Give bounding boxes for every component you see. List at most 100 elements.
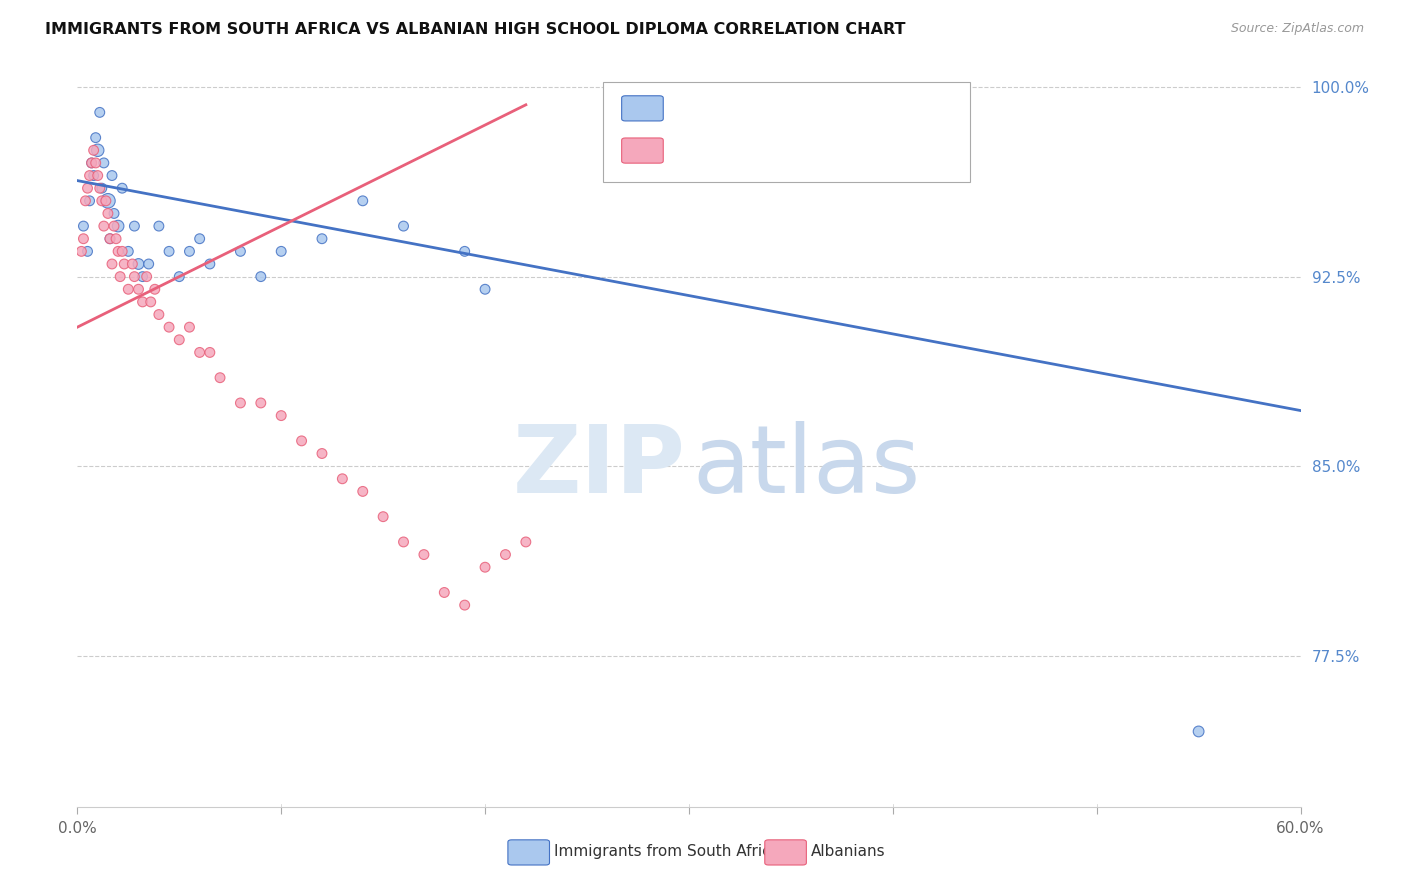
Point (101, 169, 124, 183)
Point (229, 396, 252, 410)
Text: R = -0.284    N = 36: R = -0.284 N = 36 (669, 99, 887, 117)
Point (157, 320, 180, 334)
Point (229, 244, 252, 259)
Point (392, 535, 415, 549)
Point (495, 548, 517, 562)
Point (121, 257, 143, 271)
Point (76, 181, 98, 195)
Point (371, 509, 394, 524)
Point (87, 169, 110, 183)
Point (112, 257, 135, 271)
Point (179, 244, 201, 259)
Point (90, 181, 112, 195)
Point (107, 244, 129, 259)
Point (127, 282, 149, 296)
Point (117, 282, 139, 296)
Point (453, 598, 475, 612)
Point (179, 320, 201, 334)
Point (250, 396, 273, 410)
Text: atlas: atlas (693, 421, 921, 513)
Text: Source: ZipAtlas.com: Source: ZipAtlas.com (1230, 22, 1364, 36)
Point (94, 194, 117, 208)
Point (76, 244, 98, 259)
FancyBboxPatch shape (603, 82, 970, 182)
Point (198, 257, 221, 271)
FancyBboxPatch shape (621, 95, 664, 121)
Point (83, 169, 105, 183)
Point (79, 194, 101, 208)
Point (131, 294, 153, 309)
FancyBboxPatch shape (508, 840, 550, 865)
Point (157, 244, 180, 259)
Point (290, 434, 312, 448)
Point (103, 206, 125, 220)
Point (124, 219, 146, 233)
Point (474, 560, 496, 574)
Point (352, 194, 374, 208)
Point (198, 345, 221, 359)
Point (143, 282, 166, 296)
Point (188, 345, 211, 359)
Point (208, 370, 231, 384)
Point (111, 244, 134, 259)
FancyBboxPatch shape (765, 840, 807, 865)
Text: R =  0.433    N = 52: R = 0.433 N = 52 (669, 141, 887, 159)
Point (111, 181, 134, 195)
Point (148, 308, 170, 322)
Point (70, 244, 93, 259)
Point (79, 169, 101, 183)
Text: IMMIGRANTS FROM SOUTH AFRICA VS ALBANIAN HIGH SCHOOL DIPLOMA CORRELATION CHART: IMMIGRANTS FROM SOUTH AFRICA VS ALBANIAN… (45, 22, 905, 37)
Point (311, 446, 333, 460)
Point (72, 232, 94, 246)
Point (352, 484, 374, 499)
Point (72, 219, 94, 233)
Point (1187, 724, 1209, 739)
Point (98, 232, 121, 246)
Text: Albanians: Albanians (811, 844, 886, 859)
Point (332, 472, 354, 486)
Point (127, 257, 149, 271)
Point (80, 156, 103, 170)
Point (453, 244, 475, 259)
Point (80, 156, 103, 170)
Text: ZIP: ZIP (512, 421, 685, 513)
Point (270, 244, 292, 259)
Point (93, 219, 115, 233)
Text: Immigrants from South Africa: Immigrants from South Africa (554, 844, 780, 859)
Point (413, 548, 436, 562)
Point (107, 219, 129, 233)
Point (84, 130, 107, 145)
Point (83, 143, 105, 157)
Point (270, 409, 292, 423)
Point (138, 257, 160, 271)
Point (131, 269, 153, 284)
Point (474, 282, 496, 296)
Point (108, 269, 131, 284)
Point (124, 269, 146, 284)
Point (311, 232, 333, 246)
Point (135, 269, 157, 284)
Point (75, 194, 97, 208)
Point (139, 294, 162, 309)
FancyBboxPatch shape (621, 138, 664, 163)
Point (433, 585, 456, 599)
Point (89, 181, 111, 195)
Point (148, 219, 170, 233)
Point (169, 269, 191, 284)
Point (97, 206, 120, 220)
Point (98, 232, 121, 246)
Point (87, 143, 110, 157)
Point (93, 156, 115, 170)
Point (117, 244, 139, 259)
Point (97, 194, 120, 208)
Point (103, 219, 125, 233)
Point (101, 257, 124, 271)
Point (84, 156, 107, 170)
Point (105, 232, 128, 246)
Point (250, 269, 273, 284)
Point (392, 219, 415, 233)
Point (89, 105, 111, 120)
Point (515, 535, 537, 549)
Point (169, 333, 191, 347)
Point (90, 194, 112, 208)
